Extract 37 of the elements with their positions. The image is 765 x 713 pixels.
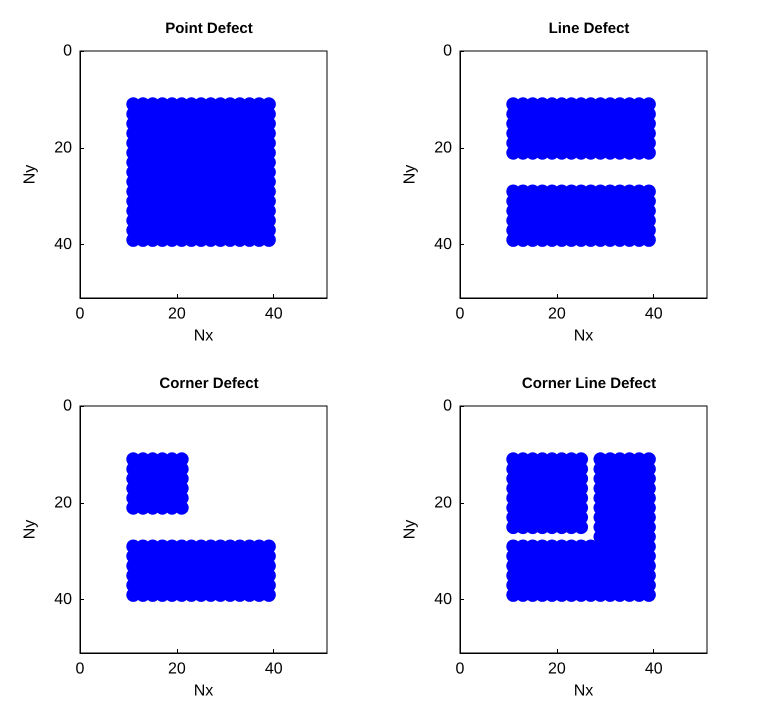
x-tick-label: 20: [548, 306, 566, 322]
y-axis-title: Ny: [402, 520, 418, 540]
x-tick-label: 20: [168, 306, 186, 322]
x-tick-label: 40: [264, 306, 283, 322]
y-tick-label: 40: [434, 591, 452, 608]
x-tick-label: 0: [76, 660, 85, 678]
x-axis-title: Nx: [194, 328, 214, 344]
chart-title: Point Defect: [165, 20, 253, 37]
x-axis-title: Nx: [574, 328, 594, 344]
y-axis-title: Ny: [402, 164, 418, 184]
y-tick-label: 20: [434, 139, 452, 156]
chart-title: Corner Defect: [159, 375, 259, 392]
chart-title: Corner Line Defect: [522, 375, 656, 392]
x-axis-title: Nx: [574, 682, 594, 700]
y-axis-title: Ny: [22, 520, 38, 540]
x-axis-title: Nx: [194, 682, 214, 700]
y-tick-label: 20: [434, 494, 452, 512]
x-tick-label: 20: [168, 660, 186, 678]
y-tick-label: 40: [54, 236, 72, 254]
y-axis-title: Ny: [22, 164, 38, 184]
y-tick-label: 20: [54, 494, 72, 512]
x-tick-label: 20: [548, 660, 566, 678]
x-tick-label: 0: [456, 306, 465, 322]
x-tick-label: 0: [456, 660, 465, 678]
x-tick-label: 40: [644, 660, 663, 678]
y-tick-label: 0: [63, 42, 72, 60]
y-tick-label: 0: [443, 398, 452, 414]
x-tick-label: 40: [264, 660, 283, 678]
x-tick-label: 40: [644, 306, 663, 322]
y-tick-label: 0: [63, 398, 72, 414]
y-tick-label: 40: [54, 591, 72, 608]
y-tick-label: 0: [443, 42, 452, 60]
x-tick-label: 0: [76, 306, 85, 322]
chart-title: Line Defect: [548, 20, 630, 37]
point: [174, 500, 189, 515]
y-tick-label: 40: [434, 236, 452, 254]
y-tick-label: 20: [54, 139, 72, 156]
